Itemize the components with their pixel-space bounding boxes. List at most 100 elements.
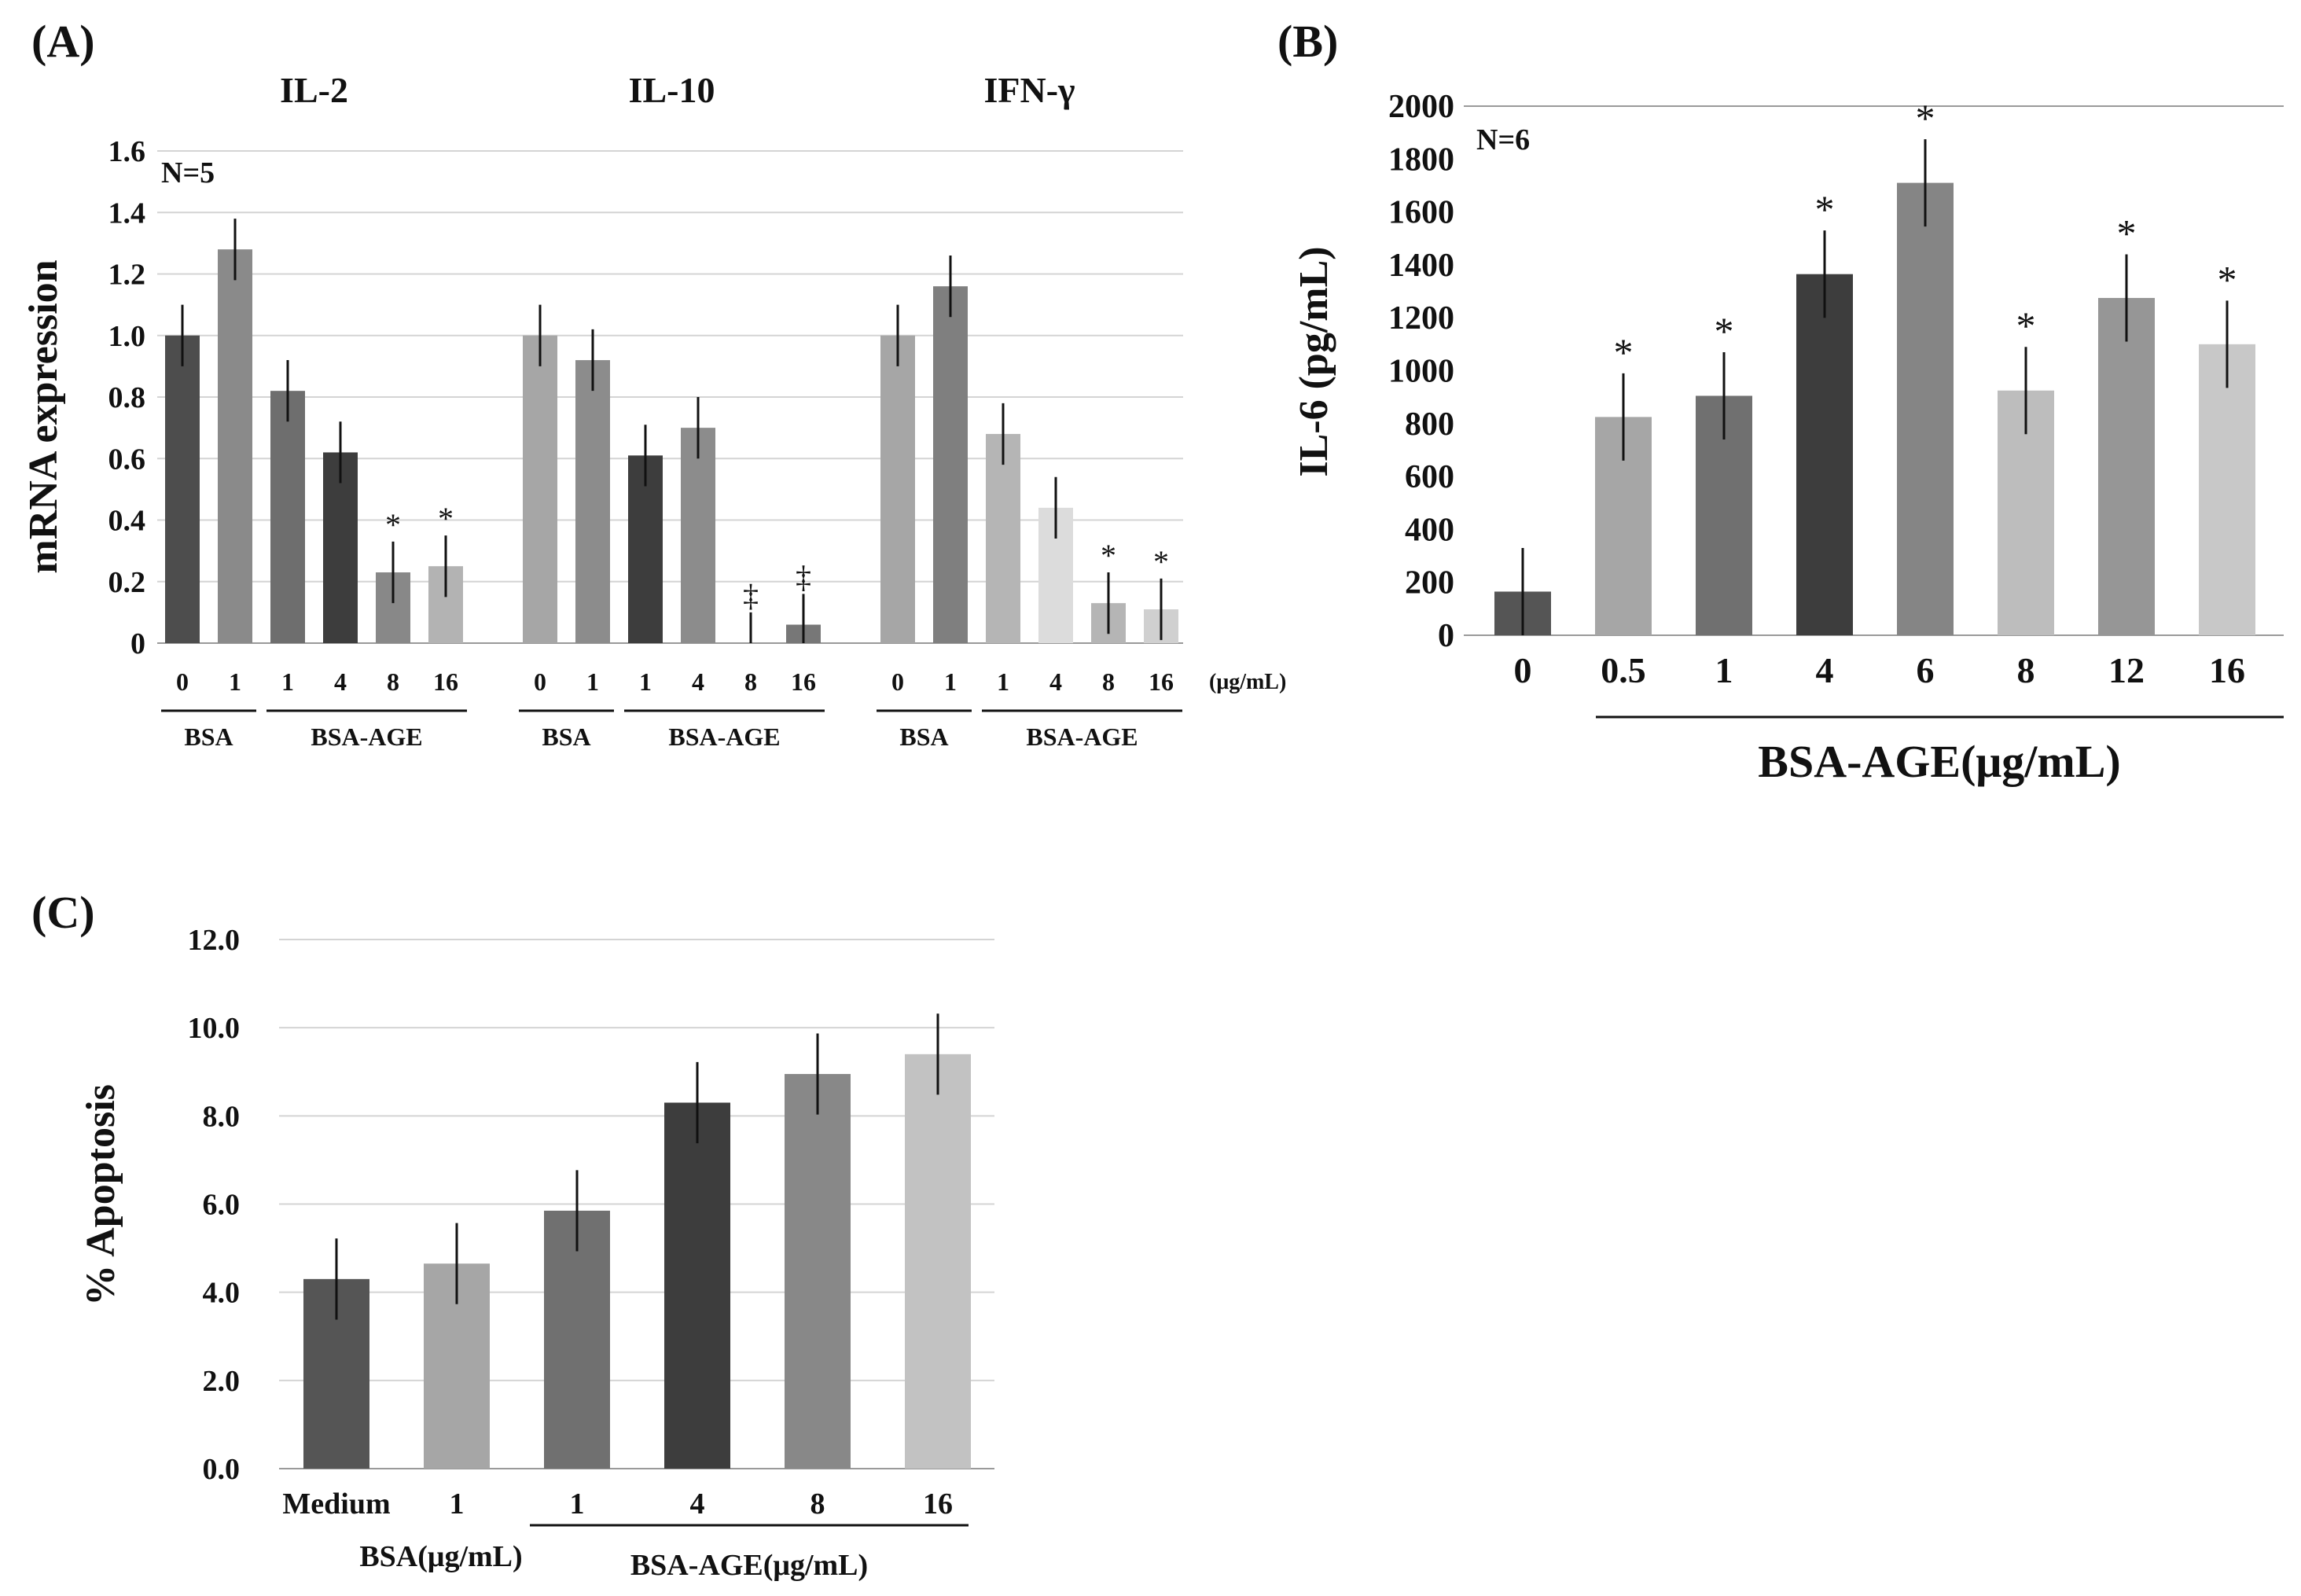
- a-bar: [986, 433, 1020, 643]
- a-bar: [880, 335, 915, 643]
- a-y-tick-label: 0: [130, 627, 145, 660]
- a-group-title-il10: IL-10: [629, 70, 715, 110]
- b-y-tick-label: 200: [1405, 565, 1454, 601]
- b-bar: [1796, 274, 1853, 635]
- a-significance-marker: ‡: [743, 578, 759, 613]
- a-y-tick-label: 0.2: [108, 566, 146, 599]
- b-category-label: 16: [2209, 650, 2245, 690]
- b-y-axis-title: IL-6 (pg/mL): [1292, 246, 1336, 476]
- a-bar: [575, 360, 610, 643]
- b-y-tick-label: 1400: [1388, 248, 1454, 284]
- c-y-tick-label: 0.0: [203, 1453, 241, 1486]
- b-bar: [1897, 182, 1954, 635]
- chart-panel-b: 0 200 400 600 800 1000 1200 1400 1600 1800 2000 IL…: [1292, 89, 2284, 787]
- c-category-label: 16: [923, 1488, 953, 1521]
- b-category-label: 8: [2017, 650, 2035, 690]
- c-y-tick-label: 12.0: [188, 924, 241, 957]
- a-category-label: 1: [639, 667, 652, 696]
- a-significance-marker: *: [1153, 544, 1169, 579]
- b-significance-marker: *: [1614, 330, 1634, 374]
- a-y-ticks: 0 0.2 0.4 0.6 0.8 1.0 1.2 1.4 1.6: [108, 135, 146, 660]
- a-bar: [933, 286, 968, 643]
- a-bar: [270, 391, 305, 643]
- a-category-label: 1: [229, 667, 241, 696]
- a-bars: * * ‡ ‡ * *: [165, 219, 1178, 643]
- a-y-tick-label: 0.8: [108, 381, 146, 414]
- chart-panel-a: 0 0.2 0.4 0.6 0.8 1.0 1.2 1.4 1.6 mRNA expressio…: [21, 70, 1286, 751]
- c-category-label: Medium: [282, 1488, 390, 1521]
- panel-letter-a: (A): [31, 16, 95, 67]
- a-category-label: 16: [791, 667, 816, 696]
- b-significance-marker: *: [1715, 309, 1734, 353]
- a-bar: [681, 428, 715, 643]
- c-y-ticks: 0.0 2.0 4.0 6.0 8.0 10.0 12.0: [188, 924, 241, 1486]
- a-group-label-bsa: BSA: [899, 723, 948, 751]
- c-bar: [544, 1210, 610, 1469]
- c-category-label: 8: [810, 1488, 825, 1521]
- b-y-tick-label: 2000: [1388, 89, 1454, 125]
- a-significance-marker: *: [438, 501, 454, 536]
- b-significance-marker: *: [1815, 187, 1835, 231]
- b-bars: * * * * * * *: [1494, 96, 2255, 635]
- b-y-ticks: 0 200 400 600 800 1000 1200 1400 1600 1800 2000: [1388, 89, 1454, 654]
- b-y-tick-label: 1800: [1388, 142, 1454, 178]
- b-bar: [2098, 297, 2155, 635]
- b-n-annotation: N=6: [1476, 123, 1530, 156]
- a-category-label: 0: [176, 667, 189, 696]
- a-y-tick-label: 0.4: [108, 505, 146, 538]
- a-significance-marker: *: [1101, 538, 1116, 573]
- b-y-tick-label: 1000: [1388, 354, 1454, 390]
- a-bar: [323, 452, 358, 643]
- c-group-labels: BSA(μg/mL) BSA-AGE(μg/mL): [359, 1524, 969, 1582]
- c-group-label-bsa-age: BSA-AGE(μg/mL): [630, 1549, 868, 1582]
- b-significance-marker: *: [2016, 303, 2036, 348]
- b-x-axis-title: BSA-AGE(μg/mL): [1758, 736, 2120, 787]
- a-unit-label: (μg/mL): [1209, 670, 1286, 694]
- b-y-tick-label: 1200: [1388, 300, 1454, 336]
- a-category-label: 16: [433, 667, 458, 696]
- c-category-labels: Medium 1 1 4 8 16: [282, 1488, 953, 1521]
- a-category-label: 8: [1102, 667, 1115, 696]
- a-y-axis-title: mRNA expression: [21, 259, 66, 573]
- a-bar: [218, 249, 252, 643]
- b-y-tick-label: 800: [1405, 406, 1454, 443]
- c-y-tick-label: 4.0: [203, 1277, 241, 1310]
- a-category-label: 4: [334, 667, 347, 696]
- c-y-tick-label: 10.0: [188, 1012, 241, 1045]
- c-bar: [664, 1102, 730, 1469]
- a-group-title-ifng: IFN-γ: [983, 70, 1075, 110]
- a-group-title-il2: IL-2: [280, 70, 348, 110]
- a-group-label-bsa-age: BSA-AGE: [668, 723, 780, 751]
- chart-panel-c: 0.0 2.0 4.0 6.0 8.0 10.0 12.0 % Apoptosis Medi…: [79, 924, 994, 1582]
- a-y-tick-label: 1.0: [108, 320, 146, 353]
- b-significance-marker: *: [1916, 96, 1935, 140]
- a-category-label: 8: [387, 667, 399, 696]
- b-bar: [2199, 344, 2255, 635]
- b-y-tick-label: 1600: [1388, 195, 1454, 231]
- a-category-label: 0: [534, 667, 546, 696]
- b-category-label: 0: [1514, 650, 1532, 690]
- c-y-axis-title: % Apoptosis: [79, 1084, 123, 1306]
- b-axes: [1464, 105, 2284, 636]
- c-category-label: 4: [690, 1488, 705, 1521]
- c-y-tick-label: 2.0: [203, 1365, 241, 1398]
- a-category-label: 0: [891, 667, 904, 696]
- a-category-label: 16: [1149, 667, 1174, 696]
- a-y-tick-label: 0.6: [108, 443, 146, 476]
- a-category-labels: 0 1 1 4 8 16 0 1 1 4 8 16 0 1 1 4 8 16: [176, 667, 1174, 696]
- a-category-label: 4: [692, 667, 704, 696]
- a-group-label-bsa: BSA: [184, 723, 233, 751]
- b-significance-marker: *: [2218, 257, 2237, 301]
- a-n-annotation: N=5: [161, 156, 215, 189]
- a-gridlines: [157, 150, 1183, 644]
- b-category-labels: 0 0.5 1 4 6 8 12 16: [1514, 650, 2246, 690]
- a-category-label: 1: [281, 667, 294, 696]
- c-group-label-bsa: BSA(μg/mL): [359, 1540, 522, 1573]
- b-significance-marker: *: [2117, 211, 2137, 255]
- a-category-label: 8: [744, 667, 757, 696]
- c-bars: [303, 1013, 971, 1469]
- a-category-label: 1: [997, 667, 1009, 696]
- c-category-label: 1: [450, 1488, 465, 1521]
- a-category-label: 1: [586, 667, 599, 696]
- b-category-label: 0.5: [1601, 650, 1646, 690]
